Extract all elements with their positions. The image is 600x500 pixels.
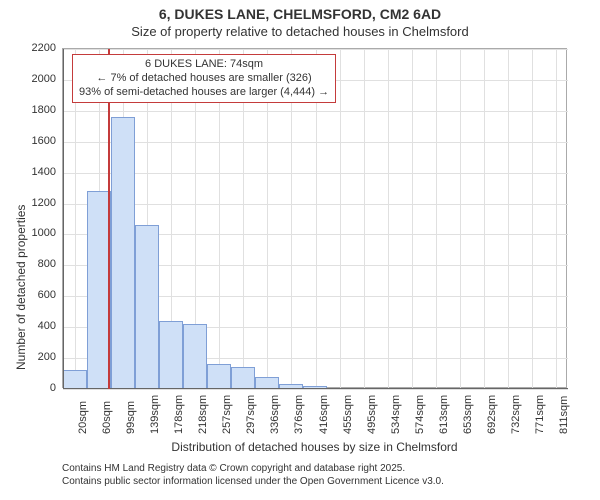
- y-tick-label: 1400: [16, 167, 56, 178]
- grid-line: [508, 49, 509, 389]
- y-tick-label: 400: [16, 321, 56, 332]
- annotation-line3: 93% of semi-detached houses are larger (…: [79, 86, 329, 100]
- annotation-line2: ← 7% of detached houses are smaller (326…: [79, 72, 329, 86]
- grid-line: [388, 49, 389, 389]
- x-tick-label: 771sqm: [535, 395, 546, 434]
- y-tick-label: 1200: [16, 198, 56, 209]
- attribution-footer: Contains HM Land Registry data © Crown c…: [62, 462, 444, 488]
- grid-line: [364, 49, 365, 389]
- x-tick-label: 613sqm: [439, 395, 450, 434]
- x-tick-label: 692sqm: [487, 395, 498, 434]
- y-tick-label: 1000: [16, 228, 56, 239]
- y-tick-label: 2000: [16, 74, 56, 85]
- x-tick-label: 178sqm: [174, 395, 185, 434]
- x-tick-label: 139sqm: [150, 395, 161, 434]
- histogram-bar: [63, 370, 87, 389]
- y-tick-label: 200: [16, 352, 56, 363]
- x-tick-label: 495sqm: [367, 395, 378, 434]
- grid-line: [484, 49, 485, 389]
- y-tick-label: 1600: [16, 136, 56, 147]
- annotation-line1: 6 DUKES LANE: 74sqm: [79, 58, 329, 72]
- histogram-bar: [183, 324, 207, 389]
- histogram-bar: [207, 364, 231, 389]
- x-tick-label: 534sqm: [391, 395, 402, 434]
- histogram-bar: [159, 321, 183, 389]
- x-tick-label: 20sqm: [78, 401, 89, 434]
- annotation-box: 6 DUKES LANE: 74sqm← 7% of detached hous…: [72, 54, 336, 103]
- x-tick-label: 99sqm: [126, 401, 137, 434]
- x-tick-label: 455sqm: [343, 395, 354, 434]
- x-tick-label: 811sqm: [559, 396, 570, 434]
- histogram-bar: [111, 117, 135, 389]
- x-tick-label: 653sqm: [463, 395, 474, 434]
- grid-line: [412, 49, 413, 389]
- footer-line2: Contains public sector information licen…: [62, 475, 444, 488]
- grid-line: [556, 49, 557, 389]
- chart-title-description: Size of property relative to detached ho…: [0, 24, 600, 39]
- grid-line: [340, 49, 341, 389]
- grid-line: [532, 49, 533, 389]
- y-tick-label: 1800: [16, 105, 56, 116]
- x-axis-line: [63, 388, 568, 389]
- grid-line: [460, 49, 461, 389]
- x-tick-label: 416sqm: [319, 395, 330, 434]
- y-axis-line: [63, 49, 64, 389]
- x-tick-label: 732sqm: [511, 395, 522, 434]
- grid-line: [63, 389, 568, 390]
- histogram-bar: [231, 367, 255, 389]
- chart-title-address: 6, DUKES LANE, CHELMSFORD, CM2 6AD: [0, 6, 600, 22]
- y-tick-label: 600: [16, 290, 56, 301]
- footer-line1: Contains HM Land Registry data © Crown c…: [62, 462, 444, 475]
- grid-line: [436, 49, 437, 389]
- x-tick-label: 218sqm: [198, 395, 209, 434]
- y-tick-label: 0: [16, 383, 56, 394]
- x-tick-label: 297sqm: [246, 395, 257, 434]
- histogram-bar: [135, 225, 159, 389]
- x-tick-label: 574sqm: [415, 395, 426, 434]
- x-tick-label: 376sqm: [294, 395, 305, 434]
- y-tick-label: 800: [16, 259, 56, 270]
- y-tick-label: 2200: [16, 43, 56, 54]
- x-axis-label: Distribution of detached houses by size …: [62, 440, 567, 454]
- x-tick-label: 60sqm: [102, 401, 113, 434]
- x-tick-label: 257sqm: [222, 395, 233, 434]
- property-size-chart: 6, DUKES LANE, CHELMSFORD, CM2 6AD Size …: [0, 0, 600, 500]
- x-tick-label: 336sqm: [270, 395, 281, 434]
